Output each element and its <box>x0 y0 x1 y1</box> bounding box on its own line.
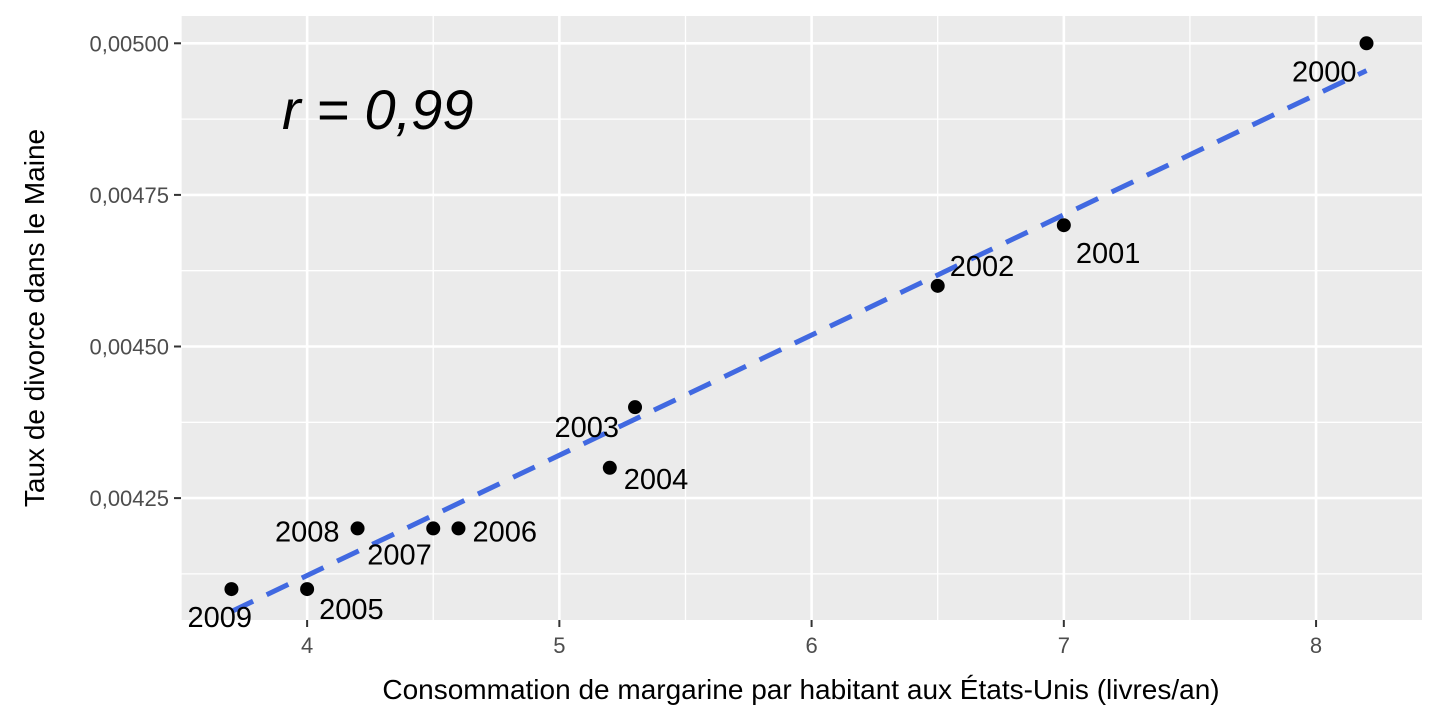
minor-gridlines <box>180 16 1422 620</box>
point-label-2009: 2009 <box>187 602 252 634</box>
data-point-2008 <box>350 521 365 536</box>
point-label-2008: 2008 <box>275 516 340 548</box>
x-axis-title: Consommation de margarine par habitant a… <box>382 674 1219 705</box>
annotation-text: r = 0,99 <box>282 78 473 141</box>
data-point-2009 <box>224 582 239 597</box>
point-label-2001: 2001 <box>1076 238 1141 270</box>
y-axis-title: Taux de divorce dans le Maine <box>19 129 50 507</box>
point-label-2003: 2003 <box>555 412 620 444</box>
trend-line <box>230 68 1368 614</box>
trend-layer <box>230 68 1368 614</box>
point-label-2002: 2002 <box>950 251 1015 283</box>
y-tick-label: 0,00450 <box>89 335 169 360</box>
point-label-2006: 2006 <box>472 516 537 548</box>
y-tick-label: 0,00500 <box>89 31 169 56</box>
point-label-2000: 2000 <box>1292 56 1357 88</box>
x-tick-label: 8 <box>1310 633 1322 658</box>
point-label-2004: 2004 <box>624 464 689 496</box>
y-tick-label: 0,00425 <box>89 486 169 511</box>
points-layer <box>224 36 1374 597</box>
data-point-2004 <box>602 460 617 475</box>
y-tick-label: 0,00475 <box>89 183 169 208</box>
data-point-2006 <box>451 521 466 536</box>
data-point-2007 <box>426 521 441 536</box>
data-point-2005 <box>300 582 315 597</box>
y-axis: 0,00425 0,00450 0,00475 0,00500 <box>89 31 181 511</box>
point-label-2007: 2007 <box>367 539 432 571</box>
point-label-2005: 2005 <box>319 594 384 626</box>
major-gridlines <box>181 16 1422 620</box>
data-point-2000 <box>1359 36 1374 51</box>
x-tick-label: 4 <box>301 633 313 658</box>
plot-panel <box>181 16 1422 620</box>
x-tick-label: 6 <box>805 633 817 658</box>
data-point-2003 <box>628 400 643 415</box>
x-axis: 4 5 6 7 8 <box>301 620 1322 658</box>
x-tick-label: 5 <box>553 633 565 658</box>
data-point-2001 <box>1056 218 1071 233</box>
x-tick-label: 7 <box>1058 633 1070 658</box>
data-point-2002 <box>930 278 945 293</box>
